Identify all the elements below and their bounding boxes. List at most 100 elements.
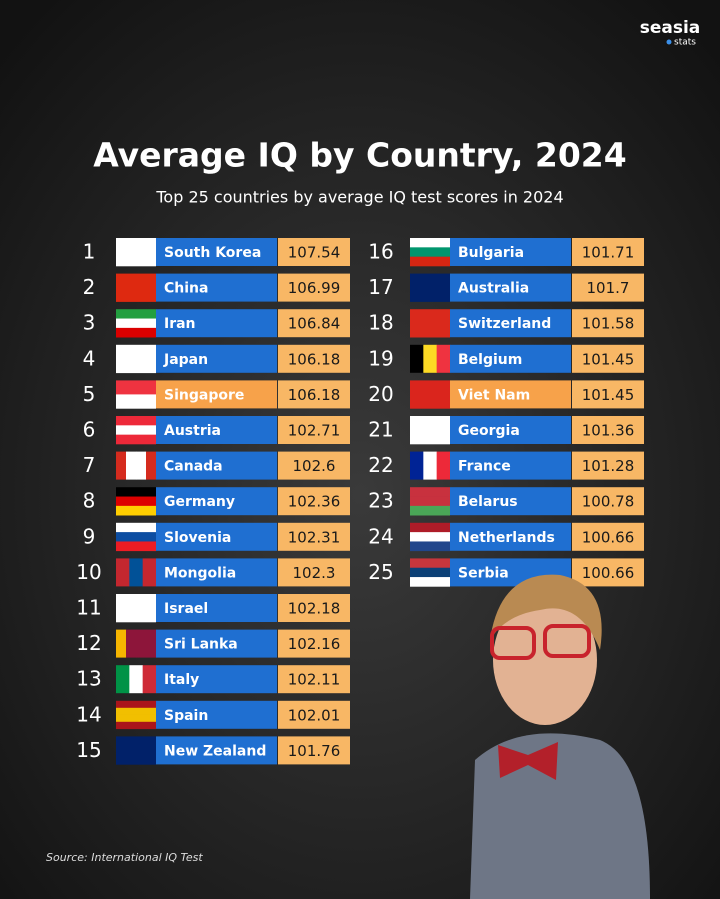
country-bar (450, 416, 571, 444)
rank: 19 (368, 346, 393, 370)
value-box (278, 736, 350, 765)
value: 107.54 (288, 244, 341, 262)
country-name: Israel (164, 601, 208, 617)
flag-stripe (116, 318, 156, 329)
value-box (572, 451, 644, 480)
rank: 22 (368, 453, 393, 477)
value-box (278, 451, 350, 480)
flag-stripe (116, 522, 156, 533)
flag-stripe (116, 487, 156, 497)
country-bar (156, 629, 277, 658)
value: 102.11 (288, 671, 341, 689)
value-box (278, 558, 350, 587)
country-name: Iran (164, 316, 196, 332)
value-box (572, 416, 644, 444)
value-box (278, 380, 350, 409)
flag-stripe (410, 522, 450, 533)
flag-stripe (410, 541, 450, 552)
flag-stripe (410, 380, 450, 409)
value: 106.84 (288, 315, 341, 333)
rank: 10 (76, 560, 101, 584)
country-bar (156, 451, 277, 480)
rank: 18 (368, 311, 393, 335)
value-box (572, 558, 644, 587)
country-name: Australia (458, 281, 529, 297)
flag-stripe (116, 594, 156, 623)
rank: 11 (76, 596, 101, 620)
rank: 7 (83, 453, 96, 477)
rank: 1 (83, 240, 96, 264)
value-box (278, 665, 350, 694)
rank: 6 (83, 418, 96, 442)
value: 106.18 (288, 386, 341, 404)
value-box (278, 629, 350, 658)
flag-stripe (116, 721, 156, 730)
country-name: Serbia (458, 565, 509, 581)
country-name: Canada (164, 459, 223, 475)
value: 100.78 (582, 493, 635, 511)
flag-stripe (116, 496, 156, 507)
value: 101.45 (582, 386, 635, 404)
source: Source: International IQ Test (46, 851, 203, 864)
flag-stripe (410, 451, 424, 480)
flag-stripe (126, 629, 137, 658)
rank: 24 (368, 524, 393, 548)
flag-stripe (423, 344, 437, 373)
country-bar (156, 416, 277, 444)
value-box (278, 238, 350, 266)
flag-stripe (116, 238, 156, 267)
flag-stripe (116, 416, 156, 426)
value: 102.01 (288, 706, 341, 724)
value-box (572, 238, 644, 266)
boy-illustration (470, 574, 650, 899)
rank: 3 (83, 311, 96, 335)
value: 101.76 (288, 742, 341, 760)
flag-stripe (410, 247, 450, 257)
value-box (572, 522, 644, 551)
country-name: Bulgaria (458, 245, 524, 261)
flag-stripe (410, 496, 450, 507)
flag-stripe (116, 327, 156, 338)
flag-stripe (116, 714, 156, 723)
flag-stripe (116, 425, 156, 435)
flag-stripe (410, 532, 450, 542)
flag-stripe (116, 541, 156, 552)
country-name: Slovenia (164, 530, 231, 546)
flag-stripe (410, 273, 450, 302)
flag-stripe (146, 451, 157, 480)
country-bar (156, 309, 277, 338)
rank: 8 (83, 489, 96, 513)
flag-stripe (116, 532, 156, 542)
country-bar (156, 238, 277, 266)
rank: 9 (83, 524, 96, 548)
value: 102.16 (288, 635, 341, 653)
country-bar (156, 522, 277, 551)
value: 101.28 (582, 457, 635, 475)
value-box (278, 273, 350, 302)
value: 106.18 (288, 350, 341, 368)
country-bar (156, 736, 277, 765)
value: 106.99 (288, 279, 341, 297)
value-box (278, 309, 350, 338)
brand: seasia (640, 18, 701, 38)
value: 102.18 (288, 600, 341, 618)
flag-stripe (129, 665, 143, 694)
country-bar (450, 344, 571, 373)
title: Average IQ by Country, 2024 (93, 136, 626, 175)
flag-stripe (410, 344, 424, 373)
value-box (572, 380, 644, 409)
country-name: South Korea (164, 245, 261, 261)
country-name: France (458, 459, 511, 475)
country-name: Belarus (458, 494, 518, 510)
country-bar (450, 451, 571, 480)
value: 102.71 (288, 422, 341, 440)
country-name: Georgia (458, 423, 520, 439)
flag-stripe (410, 256, 450, 267)
country-bar (156, 273, 277, 302)
flag-stripe (116, 629, 127, 658)
flag-stripe (142, 558, 157, 587)
flag-stripe (436, 451, 451, 480)
brand-sub: stats (674, 38, 696, 48)
